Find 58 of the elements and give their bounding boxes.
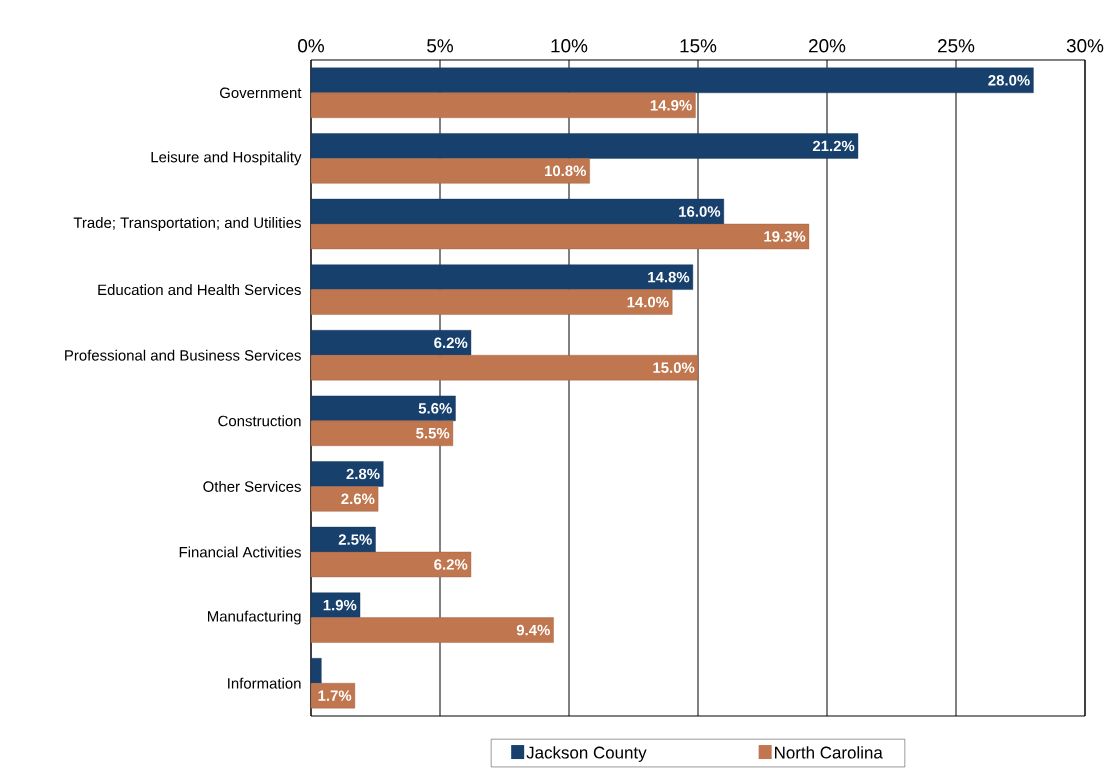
data-label: 9.4%	[516, 624, 550, 636]
data-label: 14.0%	[627, 296, 669, 308]
data-label: 2.5%	[338, 534, 372, 545]
bar	[310, 658, 322, 684]
data-label: 21.2%	[812, 140, 855, 152]
data-label: 28.0%	[988, 75, 1030, 86]
y-tick-label: Other Services	[203, 480, 301, 492]
x-tick-label: 10%	[551, 39, 588, 53]
bar	[310, 223, 810, 250]
y-tick-label: Education and Health Services	[98, 284, 301, 296]
bar	[310, 592, 361, 618]
bar	[310, 395, 456, 421]
bar	[310, 67, 1034, 93]
x-tick-label: 5%	[427, 39, 453, 53]
data-label: 6.2%	[434, 559, 468, 570]
data-label: 14.9%	[650, 99, 692, 111]
bar	[310, 486, 379, 512]
bar	[310, 526, 376, 553]
x-tick-label: 25%	[938, 39, 975, 53]
data-label: 14.8%	[648, 271, 690, 283]
bar	[310, 289, 673, 315]
y-tick-label: Leisure and Hospitality	[151, 151, 302, 166]
bar	[310, 617, 554, 643]
data-label: 19.3%	[764, 231, 806, 242]
y-tick-label: Financial Activities	[179, 546, 301, 558]
bar	[310, 133, 859, 159]
data-label: 2.8%	[346, 468, 380, 480]
data-label: 5.6%	[418, 403, 452, 414]
legend-label: Jackson County	[526, 746, 647, 762]
x-tick-label: 30%	[1066, 39, 1104, 53]
data-label: 6.2%	[434, 337, 468, 349]
y-tick-label: Professional and Business Services	[65, 349, 301, 361]
legend-label: North Carolina	[775, 746, 883, 759]
x-tick-label: 15%	[680, 39, 717, 53]
x-tick-label: 0%	[298, 39, 324, 53]
y-tick-label: Information	[228, 677, 301, 689]
data-label: 2.6%	[341, 493, 375, 505]
bar	[310, 355, 699, 381]
bar	[310, 330, 472, 356]
bar	[310, 158, 590, 184]
bar	[310, 683, 356, 709]
bar	[310, 420, 454, 446]
y-tick-label: Trade; Transportation; and Utilities	[73, 217, 301, 231]
bar	[310, 92, 696, 118]
data-label: 16.0%	[679, 206, 721, 217]
data-label: 5.5%	[416, 428, 450, 439]
data-label: 10.8%	[545, 165, 587, 177]
data-label: 1.9%	[323, 599, 357, 611]
y-tick-label: Manufacturing	[208, 610, 301, 625]
bar	[310, 198, 724, 225]
y-tick-label: Construction	[218, 415, 301, 427]
y-tick-label: Government	[220, 87, 302, 99]
bar	[310, 551, 472, 578]
data-label: 1.7%	[318, 690, 352, 701]
bar	[310, 264, 694, 290]
data-label: 15.0%	[653, 362, 695, 373]
x-tick-label: 20%	[809, 39, 846, 53]
bar	[310, 461, 384, 487]
